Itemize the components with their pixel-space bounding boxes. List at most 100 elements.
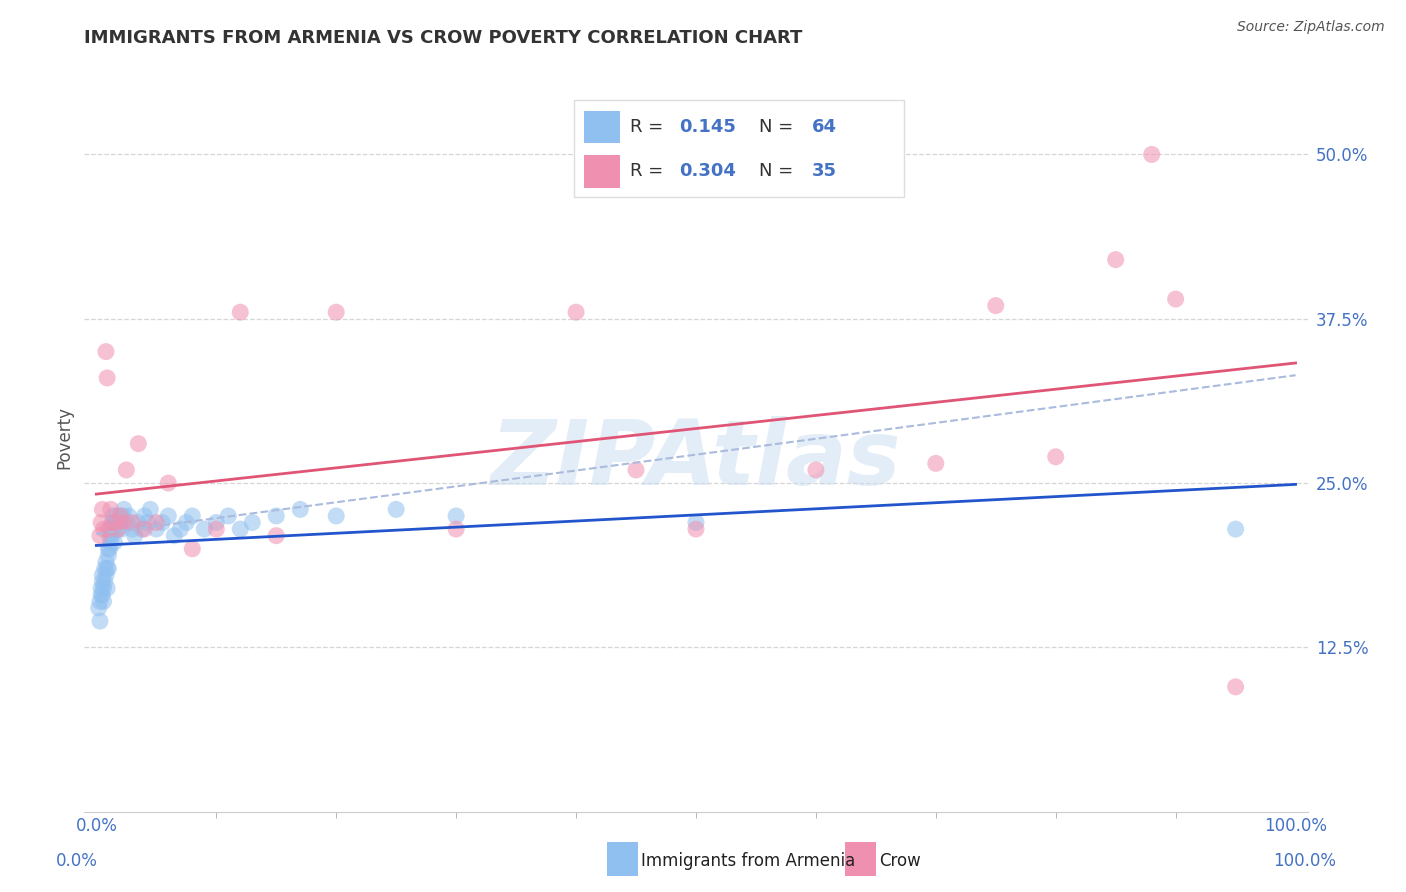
Point [1225, 680, 1247, 694]
Point [94, 568, 117, 582]
Point [565, 305, 588, 319]
Point [112, 502, 135, 516]
Point [136, 516, 159, 530]
Point [925, 456, 948, 470]
Point [96, 561, 118, 575]
Point [134, 522, 156, 536]
Point [1164, 292, 1187, 306]
Point [217, 508, 239, 523]
Point [97, 549, 120, 563]
Point [984, 299, 1007, 313]
Point [90, 516, 112, 530]
Point [145, 516, 167, 530]
Point [181, 508, 204, 523]
Point [139, 502, 162, 516]
Point [96, 581, 118, 595]
Point [103, 522, 125, 536]
Point [205, 516, 228, 530]
Point [131, 522, 153, 536]
Point [107, 522, 129, 536]
Point [1045, 450, 1067, 464]
Point [290, 502, 312, 516]
Point [91, 574, 114, 589]
Point [385, 502, 408, 516]
Point [624, 463, 647, 477]
Text: IMMIGRANTS FROM ARMENIA VS CROW POVERTY CORRELATION CHART: IMMIGRANTS FROM ARMENIA VS CROW POVERTY … [84, 29, 803, 47]
Point [89, 529, 111, 543]
Point [103, 516, 125, 530]
Point [127, 516, 149, 530]
Point [87, 601, 110, 615]
Point [181, 541, 204, 556]
Point [89, 614, 111, 628]
Point [115, 516, 138, 530]
Point [90, 581, 112, 595]
Point [93, 594, 115, 608]
Point [90, 588, 112, 602]
Text: Crow: Crow [879, 852, 921, 870]
Point [105, 508, 128, 523]
Text: 0.0%: 0.0% [56, 852, 98, 870]
Point [97, 541, 120, 556]
Point [93, 522, 115, 536]
Point [325, 305, 347, 319]
Text: Source: ZipAtlas.com: Source: ZipAtlas.com [1237, 20, 1385, 34]
Point [685, 516, 707, 530]
Point [94, 555, 117, 569]
Point [110, 516, 132, 530]
Point [110, 522, 132, 536]
Point [101, 516, 124, 530]
Point [110, 508, 132, 523]
Text: ZIPAtlas: ZIPAtlas [491, 416, 901, 504]
Point [804, 463, 827, 477]
Point [115, 463, 138, 477]
Point [107, 522, 129, 536]
Point [121, 516, 143, 530]
Point [91, 568, 114, 582]
Point [157, 508, 180, 523]
Point [174, 516, 197, 530]
Point [93, 574, 117, 589]
Point [229, 522, 252, 536]
Point [240, 516, 263, 530]
Point [150, 516, 173, 530]
Point [1105, 252, 1128, 267]
Point [100, 535, 122, 549]
Point [91, 588, 114, 602]
Text: Immigrants from Armenia: Immigrants from Armenia [641, 852, 855, 870]
Point [163, 529, 186, 543]
Text: 100.0%: 100.0% [1272, 852, 1336, 870]
Point [98, 529, 121, 543]
Point [97, 561, 120, 575]
Point [264, 508, 287, 523]
Point [108, 516, 131, 530]
Point [1140, 147, 1163, 161]
Point [93, 561, 117, 575]
Point [103, 535, 125, 549]
Point [685, 522, 707, 536]
Point [229, 305, 252, 319]
Point [157, 476, 180, 491]
Point [118, 508, 141, 523]
Point [96, 371, 118, 385]
Point [100, 522, 122, 536]
Point [325, 508, 347, 523]
Point [124, 529, 146, 543]
Point [145, 522, 167, 536]
Point [111, 508, 134, 523]
Point [93, 581, 115, 595]
Point [444, 522, 467, 536]
Point [100, 502, 122, 516]
Point [444, 508, 467, 523]
Point [97, 522, 120, 536]
Point [89, 594, 111, 608]
Y-axis label: Poverty: Poverty [55, 406, 73, 468]
Point [134, 508, 156, 523]
Point [101, 508, 124, 523]
Point [94, 344, 117, 359]
Point [121, 522, 143, 536]
Point [127, 436, 149, 450]
Point [104, 516, 127, 530]
Point [169, 522, 191, 536]
Point [264, 529, 287, 543]
